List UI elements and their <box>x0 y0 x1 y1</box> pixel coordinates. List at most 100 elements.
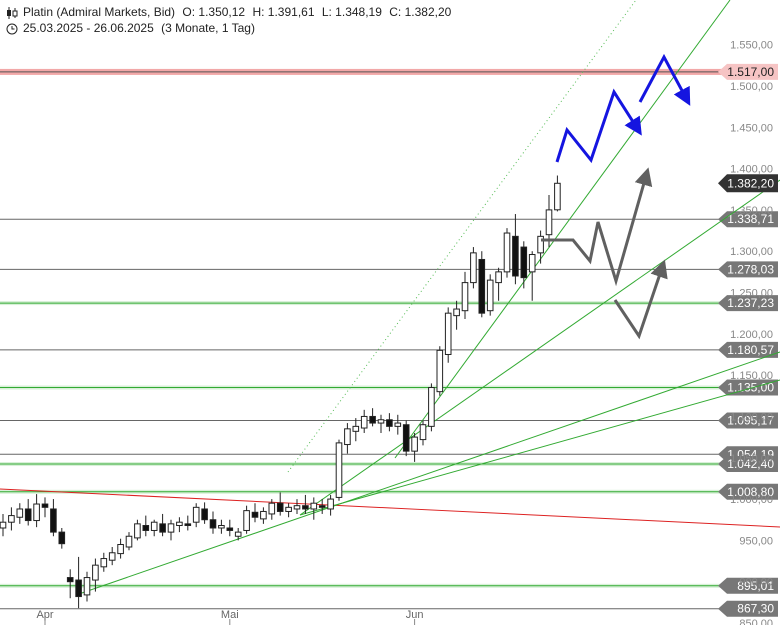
candle-body-up <box>537 235 544 254</box>
level-price-tag <box>718 456 778 473</box>
candle-body-up <box>428 387 435 427</box>
candle-body-down <box>159 523 166 533</box>
x-axis-label: Mai <box>221 609 239 621</box>
y-tick-label: 1.150,00 <box>730 370 773 382</box>
candle-body-up <box>470 252 477 284</box>
neutral-scenario-arrow <box>541 167 653 287</box>
level-price-tag <box>718 412 778 429</box>
level-price-label: 1.338,71 <box>727 212 774 226</box>
chart-subheader: 25.03.2025 - 26.06.2025 (3 Monate, 1 Tag… <box>6 21 259 35</box>
candle-body-down <box>226 527 234 531</box>
candle-body-down <box>50 508 57 533</box>
candle-body-up <box>134 523 141 539</box>
candle-body-up <box>33 503 40 522</box>
candle-body-down <box>512 235 519 277</box>
y-tick-label: 1.000,00 <box>730 494 773 506</box>
y-axis-ticks: 850,00 900,00 950,00 1.000,00 1.050,00 1.100,… <box>730 40 773 625</box>
chart-header: Platin (Admiral Markets, Bid) O: 1.350,1… <box>6 5 455 19</box>
y-tick-label: 1.100,00 <box>730 411 773 423</box>
period: (3 Monate, 1 Tag) <box>161 21 255 35</box>
level-price-label: 1.008,80 <box>727 485 774 499</box>
candle-body-up <box>486 279 494 312</box>
candle-body-down <box>58 531 66 545</box>
y-tick-label: 1.300,00 <box>730 246 773 258</box>
candle-body-up <box>218 525 225 529</box>
x-axis-labels: Apr Mai Jun <box>36 609 423 625</box>
instrument-name: Platin (Admiral Markets, Bid) <box>23 5 176 19</box>
candle-body-up <box>453 308 460 317</box>
pullback-scenario-arrow <box>613 259 668 340</box>
support-trendline-1 <box>75 351 780 596</box>
y-tick-label: 1.550,00 <box>730 40 773 52</box>
candle-body-up <box>176 521 183 527</box>
candle-body-up <box>310 502 318 510</box>
high-value: H: 1.391,61 <box>252 5 315 19</box>
level-price-tag <box>718 341 778 358</box>
candle-body-up <box>327 498 334 510</box>
candle-body-up <box>411 436 418 452</box>
candle-body-down <box>142 525 150 531</box>
y-tick-label: 1.050,00 <box>730 453 773 465</box>
candle-body-up <box>0 521 7 529</box>
y-tick-label: 850,00 <box>739 618 773 625</box>
candle-body-up <box>360 415 368 429</box>
date-range: 25.03.2025 - 26.06.2025 <box>23 21 154 35</box>
last-price-tag <box>718 174 778 193</box>
candle-body-up <box>419 424 427 441</box>
candle-body-down <box>318 505 326 508</box>
y-tick-label: 1.200,00 <box>730 329 773 341</box>
candle-body-up <box>92 564 99 581</box>
level-price-label: 867,30 <box>737 602 774 616</box>
candle-body-up <box>528 254 536 273</box>
level-price-tag <box>718 261 778 278</box>
candle-body-up <box>268 502 276 515</box>
candle-body-up <box>8 515 15 523</box>
candle-body-up <box>293 505 301 510</box>
candle-body-up <box>243 510 250 531</box>
level-price-label: 895,01 <box>737 579 774 593</box>
level-price-label: 1.180,57 <box>727 343 774 357</box>
trendlines <box>0 0 780 596</box>
candle-body-up <box>16 508 24 518</box>
candle-body-up <box>83 577 91 596</box>
candle-body-up <box>192 506 200 523</box>
last-price-marker: 1.382,20 <box>718 174 778 193</box>
last-price-label: 1.382,20 <box>727 176 774 190</box>
candle-body-down <box>369 415 376 424</box>
candle-body-down <box>75 579 82 598</box>
level-price-tag <box>718 483 778 500</box>
candle-body-down <box>520 246 528 279</box>
level-price-label: 1.042,40 <box>727 457 774 471</box>
candle-body-up <box>117 544 124 555</box>
support-trendline-4 <box>299 379 780 516</box>
support-trendline-2 <box>299 179 780 516</box>
candle-body-down <box>386 419 393 427</box>
candle-body-up <box>167 523 175 533</box>
candle-body-down <box>201 508 208 521</box>
candle-body-up <box>335 442 343 498</box>
candle-body-up <box>234 531 242 537</box>
y-tick-label: 950,00 <box>739 535 773 547</box>
level-price-tag <box>718 295 778 312</box>
level-price-tag <box>718 577 778 594</box>
candle-body-up <box>545 209 553 236</box>
candle-body-down <box>24 508 32 522</box>
candle-body-up <box>285 506 292 512</box>
candle-body-down <box>209 519 217 529</box>
candle-body-up <box>344 428 351 446</box>
candle-body-up <box>436 349 444 393</box>
level-price-label: 1.517,00 <box>727 65 774 79</box>
level-price-tag <box>718 379 778 396</box>
x-axis-label: Apr <box>36 609 53 621</box>
low-value: L: 1.348,19 <box>321 5 382 19</box>
clock-icon <box>6 23 18 35</box>
candle-body-up <box>495 271 502 284</box>
candle-body-up <box>377 419 385 424</box>
channel-dotted-line <box>287 0 637 473</box>
candle-body-up <box>260 510 267 520</box>
bullish-scenario-arrow-1 <box>555 88 642 164</box>
y-tick-label: 900,00 <box>739 577 773 589</box>
horizontal-levels: 1.517,00 1.338,71 1.278,03 1.237,23 1.180,57… <box>0 63 778 617</box>
candles <box>0 175 561 609</box>
